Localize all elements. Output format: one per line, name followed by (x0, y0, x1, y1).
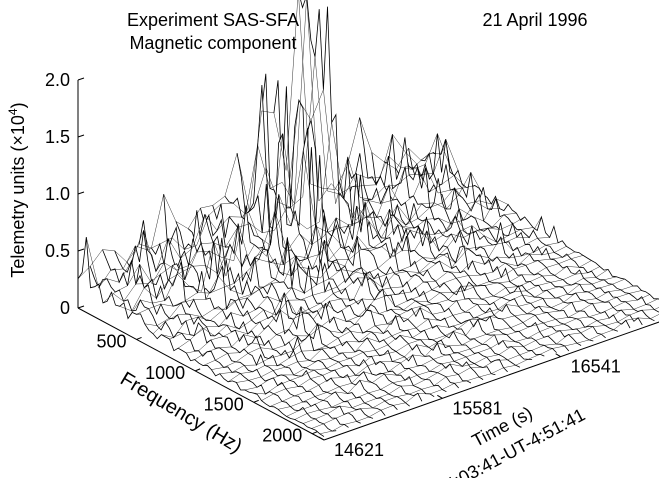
z-tick-label: 0.5 (45, 241, 70, 261)
surface-cross-line (194, 236, 550, 360)
surface-cross-line (111, 122, 467, 302)
surface-slice-fill (139, 220, 386, 419)
axes: 0 0.5 1.0 1.5 2.0 500 1000 1500 2000 14621 15581 16… (45, 70, 659, 460)
surface-cross-line (294, 294, 650, 420)
surface-cross-line (311, 307, 659, 429)
surface-slice-line (114, 250, 361, 424)
surface-cross-line (269, 278, 625, 407)
surface-slice-line (285, 120, 533, 360)
x-tick (136, 336, 142, 340)
z-axis-label-exponent: 4 (6, 108, 20, 115)
surface-cross-line (211, 246, 567, 370)
surface-cross-line (236, 260, 592, 383)
y-tick-label: 16541 (571, 357, 621, 377)
surface-mesh (77, 0, 659, 440)
y-tick (555, 353, 561, 358)
y-tick (318, 436, 325, 441)
surface-cross-line (286, 290, 642, 417)
surface-slice-fill (175, 210, 422, 406)
surface-cross-line (303, 298, 659, 424)
surface-slice-fill (151, 238, 398, 415)
surface-cross-line (177, 225, 534, 349)
surface-slice-line (310, 173, 557, 353)
surface-slice-fill (322, 156, 569, 354)
surface-slice-line (102, 249, 349, 428)
surface-slice-line (420, 133, 659, 313)
surface-cross-line (203, 242, 559, 366)
surface-slice-fill (188, 214, 435, 402)
z-axis-label-text: Telemetry units (×10 (8, 115, 28, 278)
y-tick-label: 14621 (334, 440, 384, 460)
surface-slice-fill (249, 85, 496, 380)
z-tick-label: 2.0 (45, 70, 70, 90)
surface-cross-line (219, 251, 575, 374)
z-tick (77, 77, 85, 81)
surface-cross-line (127, 171, 484, 319)
surface-slice-line (126, 230, 374, 419)
surface-slice-fill (90, 266, 337, 436)
surface-cross-line (94, 56, 450, 287)
x-tick-label: 1500 (204, 394, 244, 414)
surface-cross-line (86, 0, 442, 289)
surface-slice-line (77, 237, 325, 437)
x-tick (194, 368, 201, 372)
x-tick (312, 431, 318, 435)
x-tick-label: 1000 (145, 363, 185, 383)
surface-cross-line (169, 216, 525, 340)
surface-slice-line (334, 180, 582, 346)
surface-slice-fill (408, 148, 655, 324)
surface-cross-line (136, 187, 492, 315)
surface-slice-fill (298, 0, 545, 363)
z-tick-label: 1.0 (45, 184, 70, 204)
z-tick-label: 1.5 (45, 127, 70, 147)
surface-slice-line (300, 0, 545, 357)
surface-cross-line (161, 213, 517, 338)
z-axis-label: Telemetry units (×104) (6, 102, 28, 277)
surface-cross-line (253, 269, 609, 395)
surface-cross-line (278, 285, 634, 410)
surface-slice-line (383, 134, 631, 329)
surface-cross-line (227, 255, 584, 382)
title-line-2: Magnetic component (129, 33, 296, 53)
surface-slice-fill (433, 139, 659, 305)
surface-slice-line (236, 153, 484, 380)
z-axis-label-close: ) (8, 102, 28, 108)
z-tick (77, 248, 85, 252)
date-label: 21 April 1996 (482, 10, 587, 30)
surface-cross-line (261, 276, 617, 401)
surface-slice-fill (212, 203, 459, 393)
surface-slice-line (261, 73, 508, 373)
y-axis-line (323, 321, 659, 441)
surface-cross-line (319, 314, 659, 434)
x-tick (253, 399, 259, 403)
surface-cross-line (244, 266, 600, 391)
surface-slice-line (89, 266, 337, 432)
surface-cross-line (144, 201, 500, 326)
surface-slice-line (163, 194, 410, 407)
surface-slice-fill (310, 173, 557, 359)
surface-cross-line (152, 198, 509, 334)
x-axis-line (77, 307, 325, 441)
x-tick-label: 500 (97, 331, 127, 351)
surface-cross-line (119, 150, 475, 312)
y-tick (437, 394, 443, 399)
surface-slice-fill (127, 230, 373, 423)
z-tick (77, 134, 85, 138)
x-tick-label: 2000 (262, 426, 302, 446)
z-tick-label: 0 (60, 298, 70, 318)
surface-slice-fill (200, 208, 447, 397)
surface-slice-line (249, 84, 496, 376)
z-tick (77, 191, 85, 195)
z-tick (77, 305, 85, 309)
title-line-1: Experiment SAS-SFA (127, 10, 299, 30)
surface-slice-line (212, 203, 459, 389)
y-tick-label: 15581 (452, 398, 502, 418)
surface-slice-line (408, 148, 655, 322)
